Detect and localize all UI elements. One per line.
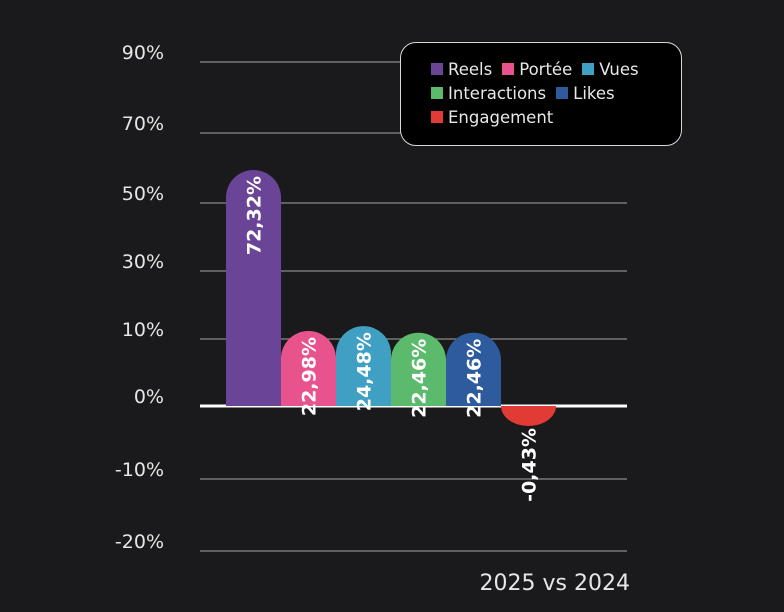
legend-label-reels: Reels: [448, 59, 493, 79]
legend-row-1: Reels Portée Vues: [431, 57, 681, 81]
bar-value-label: 22,46%: [409, 339, 431, 418]
legend-item-interactions: Interactions: [431, 84, 546, 103]
y-tick-label: 70%: [122, 113, 164, 135]
legend-row-3: Engagement: [431, 105, 681, 129]
y-tick-label: 90%: [122, 42, 164, 64]
bar-porte: [281, 331, 336, 406]
y-tick-label: -10%: [115, 459, 164, 481]
legend-label-vues: Vues: [599, 59, 639, 79]
legend-item-reels: Reels: [431, 60, 492, 79]
legend-item-vues: Vues: [582, 59, 639, 79]
chart-caption: 2025 vs 2024: [479, 571, 630, 596]
legend-swatch-vues: [582, 63, 595, 75]
bar-vues: [336, 326, 391, 406]
legend-item-portee: Portée: [502, 60, 572, 79]
bar-likes: [446, 332, 501, 406]
y-tick-label: -20%: [115, 531, 164, 553]
legend-row-2: Interactions Likes: [431, 81, 681, 105]
bar-value-label: 72,32%: [244, 176, 266, 255]
y-tick-label: 10%: [122, 319, 164, 341]
bar-reels: [226, 170, 281, 406]
legend: Reels Portée Vues Interactions Likes Eng…: [400, 42, 682, 146]
legend-swatch-likes: [556, 87, 569, 99]
legend-swatch-interactions: [431, 87, 443, 99]
legend-label-likes: Likes: [573, 83, 615, 103]
y-tick-label: 30%: [122, 251, 164, 273]
bar-value-label: -0,43%: [519, 428, 541, 502]
y-tick-label: 0%: [134, 386, 164, 408]
legend-swatch-reels: [431, 63, 443, 75]
bar-value-label: 22,98%: [299, 337, 321, 416]
legend-label-engagement: Engagement: [448, 107, 554, 127]
legend-label-portee: Portée: [519, 59, 573, 79]
bar-engagement: [501, 406, 556, 427]
y-tick-label: 50%: [122, 183, 164, 205]
bar-interactions: [391, 332, 446, 406]
legend-label-interactions: Interactions: [448, 83, 547, 103]
legend-item-likes: Likes: [556, 84, 615, 103]
bar-value-label: 22,46%: [464, 339, 486, 418]
legend-swatch-portee: [502, 63, 515, 75]
legend-swatch-engagement: [431, 111, 443, 123]
legend-item-engagement: Engagement: [431, 108, 553, 127]
bar-value-label: 24,48%: [354, 332, 376, 411]
